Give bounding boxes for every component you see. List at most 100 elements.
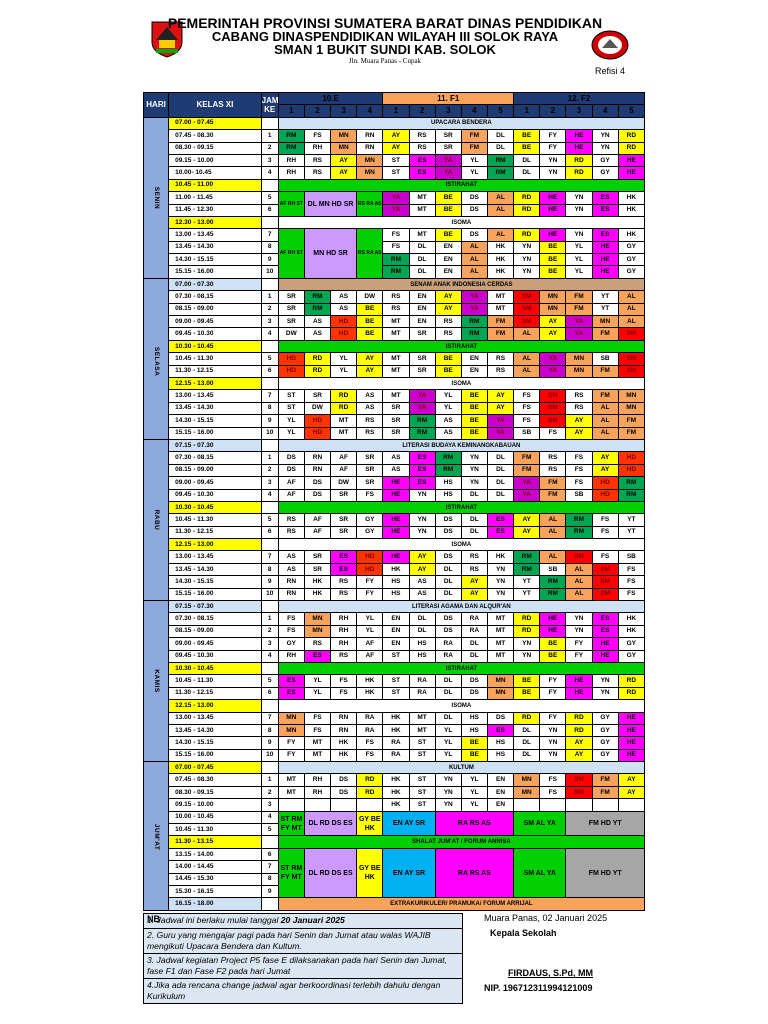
subject-cell: RM [513, 550, 541, 564]
subject-cell: DL [486, 476, 515, 490]
subject-cell: ST [382, 166, 410, 180]
subject-cell: MN [539, 290, 567, 304]
subject-cell: YN [591, 686, 619, 701]
subject-cell: YL [434, 401, 462, 416]
subject-cell: HE [539, 191, 567, 205]
subject-cell: RD [513, 624, 541, 639]
subject-cell: BE [434, 203, 462, 217]
subject-cell: HK [382, 773, 410, 787]
subject-cell: RD [330, 389, 358, 403]
subject-cell: YA [486, 426, 515, 440]
table-row: 09.00 - 09.45 3 GY RS RH AF EN HS RA DL MT YN BE FY HE… [144, 637, 646, 651]
period-number: 1 [260, 290, 279, 304]
subject-cell: ST [408, 748, 436, 763]
subject-cell: RS [565, 401, 593, 416]
subject-cell: RS [330, 649, 358, 663]
subject-cell: HS [408, 649, 436, 663]
table-row: 15.30 - 16.15 9 [144, 884, 645, 899]
subject-cell: RN [303, 463, 332, 478]
subject-cell: RD [565, 711, 593, 725]
subject-cell: HE [565, 129, 593, 143]
p5-project-group: DL MN HD SR [303, 191, 358, 217]
subject-cell: DS [460, 686, 488, 701]
p5-project-group: DL RD DS ES [303, 847, 358, 899]
subject-cell: FS [513, 401, 541, 416]
period-number: 10 [260, 587, 279, 602]
period-number: 7 [260, 228, 279, 242]
table-row: 14.30 - 15.15 9 RN HK RS FY HS AS DL AY YN YT RM AL SM… [144, 575, 646, 589]
time-slot: 07.30 - 08.15 [168, 612, 262, 626]
subject-cell: DS [434, 513, 462, 527]
subject-cell: MT [303, 736, 332, 750]
period-number: 8 [260, 872, 279, 887]
subject-cell: FY [539, 129, 567, 143]
subject-cell: SR [408, 364, 436, 379]
subject-cell: FS [303, 723, 332, 738]
subject-cell: HK [486, 265, 515, 279]
subject-cell: HE [382, 525, 410, 540]
subject-cell: HE [382, 476, 410, 490]
subject-cell: YL [434, 736, 462, 750]
p5-project-group: RA RS AS [434, 810, 515, 837]
table-row: 12.15 - 13.00 ISOMA [144, 376, 646, 391]
subject-cell: YT [513, 587, 541, 602]
subject-cell: DS [277, 463, 305, 478]
subject-cell: BE [513, 686, 541, 701]
table-row: 08.15 - 09.00 2 SR RM AS BE RS EN AY YA MT SM MN FM YT… [144, 302, 646, 317]
subject-cell: FM [591, 773, 619, 787]
subject-cell: RD [513, 612, 541, 626]
event-row-label: ISOMA [277, 215, 646, 230]
subject-cell: ES [330, 562, 358, 577]
table-row: 09.15 - 10.00 3 RH RS AY MN ST ES YA YL RM DL YN RD GY… [144, 153, 646, 168]
subject-cell: ES [277, 686, 305, 701]
subject-cell: BE [539, 649, 567, 663]
event-row-label: ISTIRAHAT [277, 500, 646, 515]
subject-cell: HK [382, 711, 410, 725]
subject-cell: DL [434, 674, 462, 688]
table-row: 11.30 - 12.15 6 RS AF SR GY HE YN DS DL ES AY AL RM FS… [144, 525, 646, 540]
table-row: 08.30 - 09.15 2 MT RH DS RD HK ST YN YL EN MN FS SM FM… [144, 785, 646, 800]
subject-cell: YN [565, 228, 593, 242]
subject-cell: FY [539, 674, 567, 688]
subject-cell: YL [303, 674, 332, 688]
subject-cell: HD [277, 352, 305, 366]
table-row: 07.30 - 08.15 1 SR RM AS DW RS EN AY YA MT SM MN FM YT… [144, 290, 646, 304]
time-slot: 07.00 - 07.30 [168, 277, 262, 292]
subject-cell: YL [460, 773, 488, 787]
subject-cell: MN [539, 302, 567, 317]
subject-cell: HE [591, 240, 619, 255]
subject-cell: FM [460, 129, 488, 143]
subject-cell: SM [513, 315, 541, 329]
subject-cell: DL [408, 253, 436, 267]
subject-cell: RH [330, 612, 358, 626]
subject-cell [565, 798, 593, 812]
subject-cell: AY [434, 290, 462, 304]
p5-project-group: RS RA AS [356, 191, 384, 217]
event-row-label: ISTIRAHAT [277, 661, 646, 676]
subject-cell: MT [330, 414, 358, 428]
period-number: 2 [260, 624, 279, 639]
subject-cell: HE [591, 637, 619, 651]
table-row: 15.15 - 16.00 10 RM DL EN AL HK YN BE YL HE GY [144, 265, 646, 279]
subject-cell: RD [617, 129, 646, 143]
subject-cell: YL [460, 785, 488, 800]
subject-cell: ST [408, 773, 436, 787]
subject-cell: FS [330, 686, 358, 701]
subject-cell: RD [617, 674, 646, 688]
subject-cell: YN [539, 748, 567, 763]
subject-cell [617, 798, 646, 812]
subject-cell: HE [565, 674, 593, 688]
subject-cell: RS [460, 550, 488, 564]
subject-cell: GY [356, 513, 384, 527]
table-row: 10.45 - 11.30 5 RS AF SR GY HE YN DS DL ES AY AL RM FS… [144, 513, 646, 527]
subject-cell: YN [591, 129, 619, 143]
subject-cell: FS [591, 550, 619, 564]
table-row: 08.30 - 09.15 2 RM RH MN RN AY RS SR FM DL BE FY HE YN… [144, 141, 646, 155]
subject-cell: AY [408, 562, 436, 577]
table-row: 10.30 - 10.45 ISTIRAHAT [144, 500, 646, 515]
subject-cell: RM [565, 513, 593, 527]
period-number: 8 [260, 562, 279, 577]
table-row: 14.00 - 14.45 7 [144, 860, 645, 874]
subject-cell: YL [434, 748, 462, 763]
subject-cell: HE [565, 686, 593, 701]
